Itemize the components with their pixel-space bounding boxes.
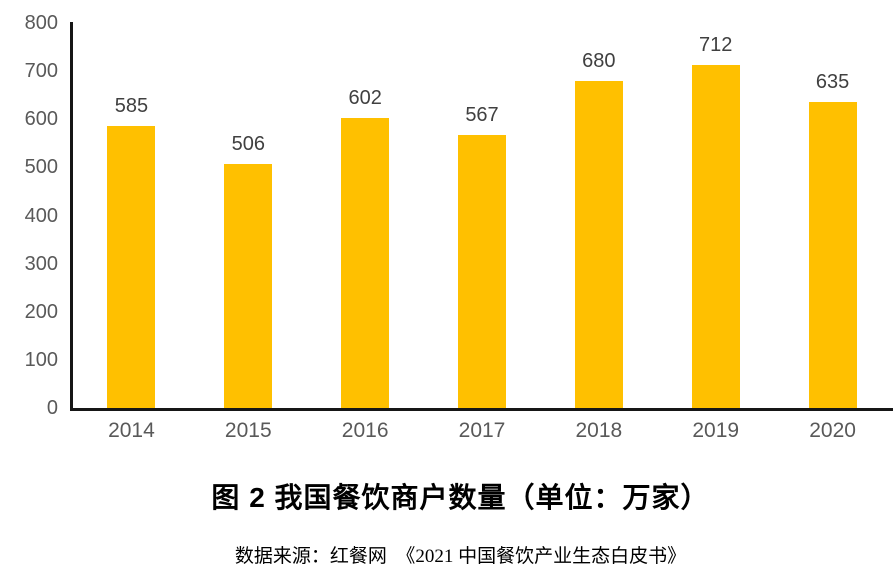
x-tick-label-2016: 2016: [341, 419, 389, 442]
bar-2016: [341, 118, 390, 408]
y-tick-label-0: 0: [46, 397, 58, 419]
x-tick-label-2015: 2015: [224, 419, 272, 442]
bar-value-label-2016: 602: [348, 87, 382, 109]
bar-2015: [224, 164, 273, 408]
chart-title: 图 2 我国餐饮商户数量（单位：万家）: [211, 482, 710, 513]
y-tick-label-200: 200: [24, 300, 58, 323]
y-axis-line: [70, 22, 73, 411]
bar-group-2020: 635: [774, 23, 891, 408]
y-tick-label-400: 400: [24, 204, 58, 227]
y-tick-label-300: 300: [24, 252, 58, 275]
bar-value-label-2015: 506: [231, 133, 265, 155]
bars-container: 585 506 602 567 680 712 635: [73, 23, 891, 408]
bar-value-label-2014: 585: [114, 95, 149, 117]
y-tick-label-700: 700: [24, 60, 58, 83]
bar-value-label-2019: 712: [699, 34, 733, 56]
x-tick-label-2017: 2017: [458, 419, 506, 442]
bar-2017: [458, 135, 506, 408]
y-tick-label-800: 800: [24, 12, 58, 34]
bar-group-2014: 585: [73, 23, 190, 408]
bar-group-2018: 680: [540, 23, 657, 408]
bar-group-2019: 712: [657, 23, 774, 408]
bar-value-label-2018: 680: [582, 50, 616, 72]
bar-2019: [691, 65, 740, 408]
bar-2020: [808, 102, 857, 408]
x-tick-label-2018: 2018: [575, 419, 623, 442]
bar-2014: [107, 126, 156, 408]
x-tick-label-2019: 2019: [692, 419, 740, 442]
bar-2018: [574, 81, 623, 408]
data-source: 数据来源：红餐网 《2021 中国餐饮产业生态白皮书》: [234, 546, 687, 567]
x-axis-line: [70, 408, 893, 411]
y-tick-label-600: 600: [24, 108, 58, 131]
y-tick-label-100: 100: [24, 348, 58, 371]
bar-group-2015: 506: [190, 23, 307, 408]
bar-value-label-2017: 567: [465, 104, 499, 126]
bar-value-label-2020: 635: [815, 71, 850, 93]
y-tick-label-500: 500: [24, 156, 58, 179]
bar-group-2016: 602: [307, 23, 424, 408]
bar-group-2017: 567: [424, 23, 541, 408]
x-axis-tick-labels: 2014 2015 2016 2017 2018 2019 2020: [73, 418, 891, 444]
x-tick-label-2014: 2014: [108, 419, 155, 442]
x-tick-label-2020: 2020: [809, 419, 856, 442]
